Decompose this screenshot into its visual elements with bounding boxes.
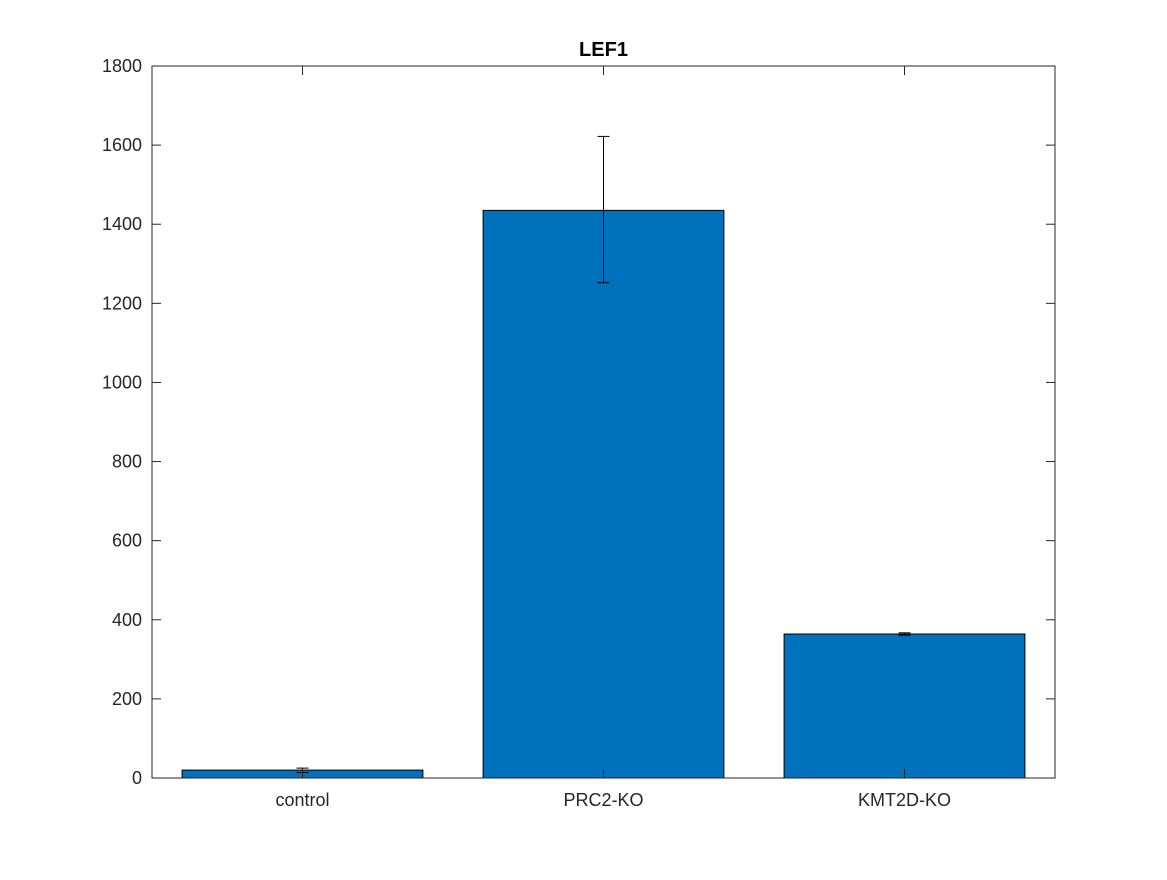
y-tick-label: 600 xyxy=(112,531,142,551)
bar-prc2-ko xyxy=(482,209,725,779)
chart-title: LEF1 xyxy=(579,39,628,61)
bar-kmt2d-ko xyxy=(783,633,1026,779)
y-tick-label: 0 xyxy=(132,768,142,788)
y-tick-label: 1200 xyxy=(102,293,142,313)
y-tick-label: 1800 xyxy=(102,56,142,76)
x-tick-label-prc2-ko: PRC2-KO xyxy=(563,790,643,810)
y-tick-label: 1600 xyxy=(102,135,142,155)
y-tick-label: 800 xyxy=(112,452,142,472)
bars-layer xyxy=(181,209,1026,779)
y-tick-label: 1000 xyxy=(102,372,142,392)
y-tick-label: 200 xyxy=(112,689,142,709)
errorbar-kmt2d-ko xyxy=(898,632,911,636)
errorbars-layer xyxy=(296,135,911,773)
y-tick-label: 1400 xyxy=(102,214,142,234)
y-tick-label: 400 xyxy=(112,610,142,630)
x-tick-label-control: control xyxy=(275,790,329,810)
x-tick-label-kmt2d-ko: KMT2D-KO xyxy=(858,790,951,810)
labels-layer: 0 200 400 600 800 1000 1200 1400 1600 1800 control… xyxy=(102,56,951,810)
ticks-layer xyxy=(152,65,1055,779)
errorbar-prc2-ko xyxy=(597,135,610,284)
